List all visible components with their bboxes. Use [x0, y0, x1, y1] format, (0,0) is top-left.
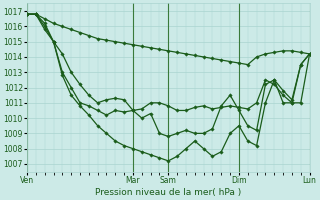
X-axis label: Pression niveau de la mer( hPa ): Pression niveau de la mer( hPa ) — [95, 188, 241, 197]
